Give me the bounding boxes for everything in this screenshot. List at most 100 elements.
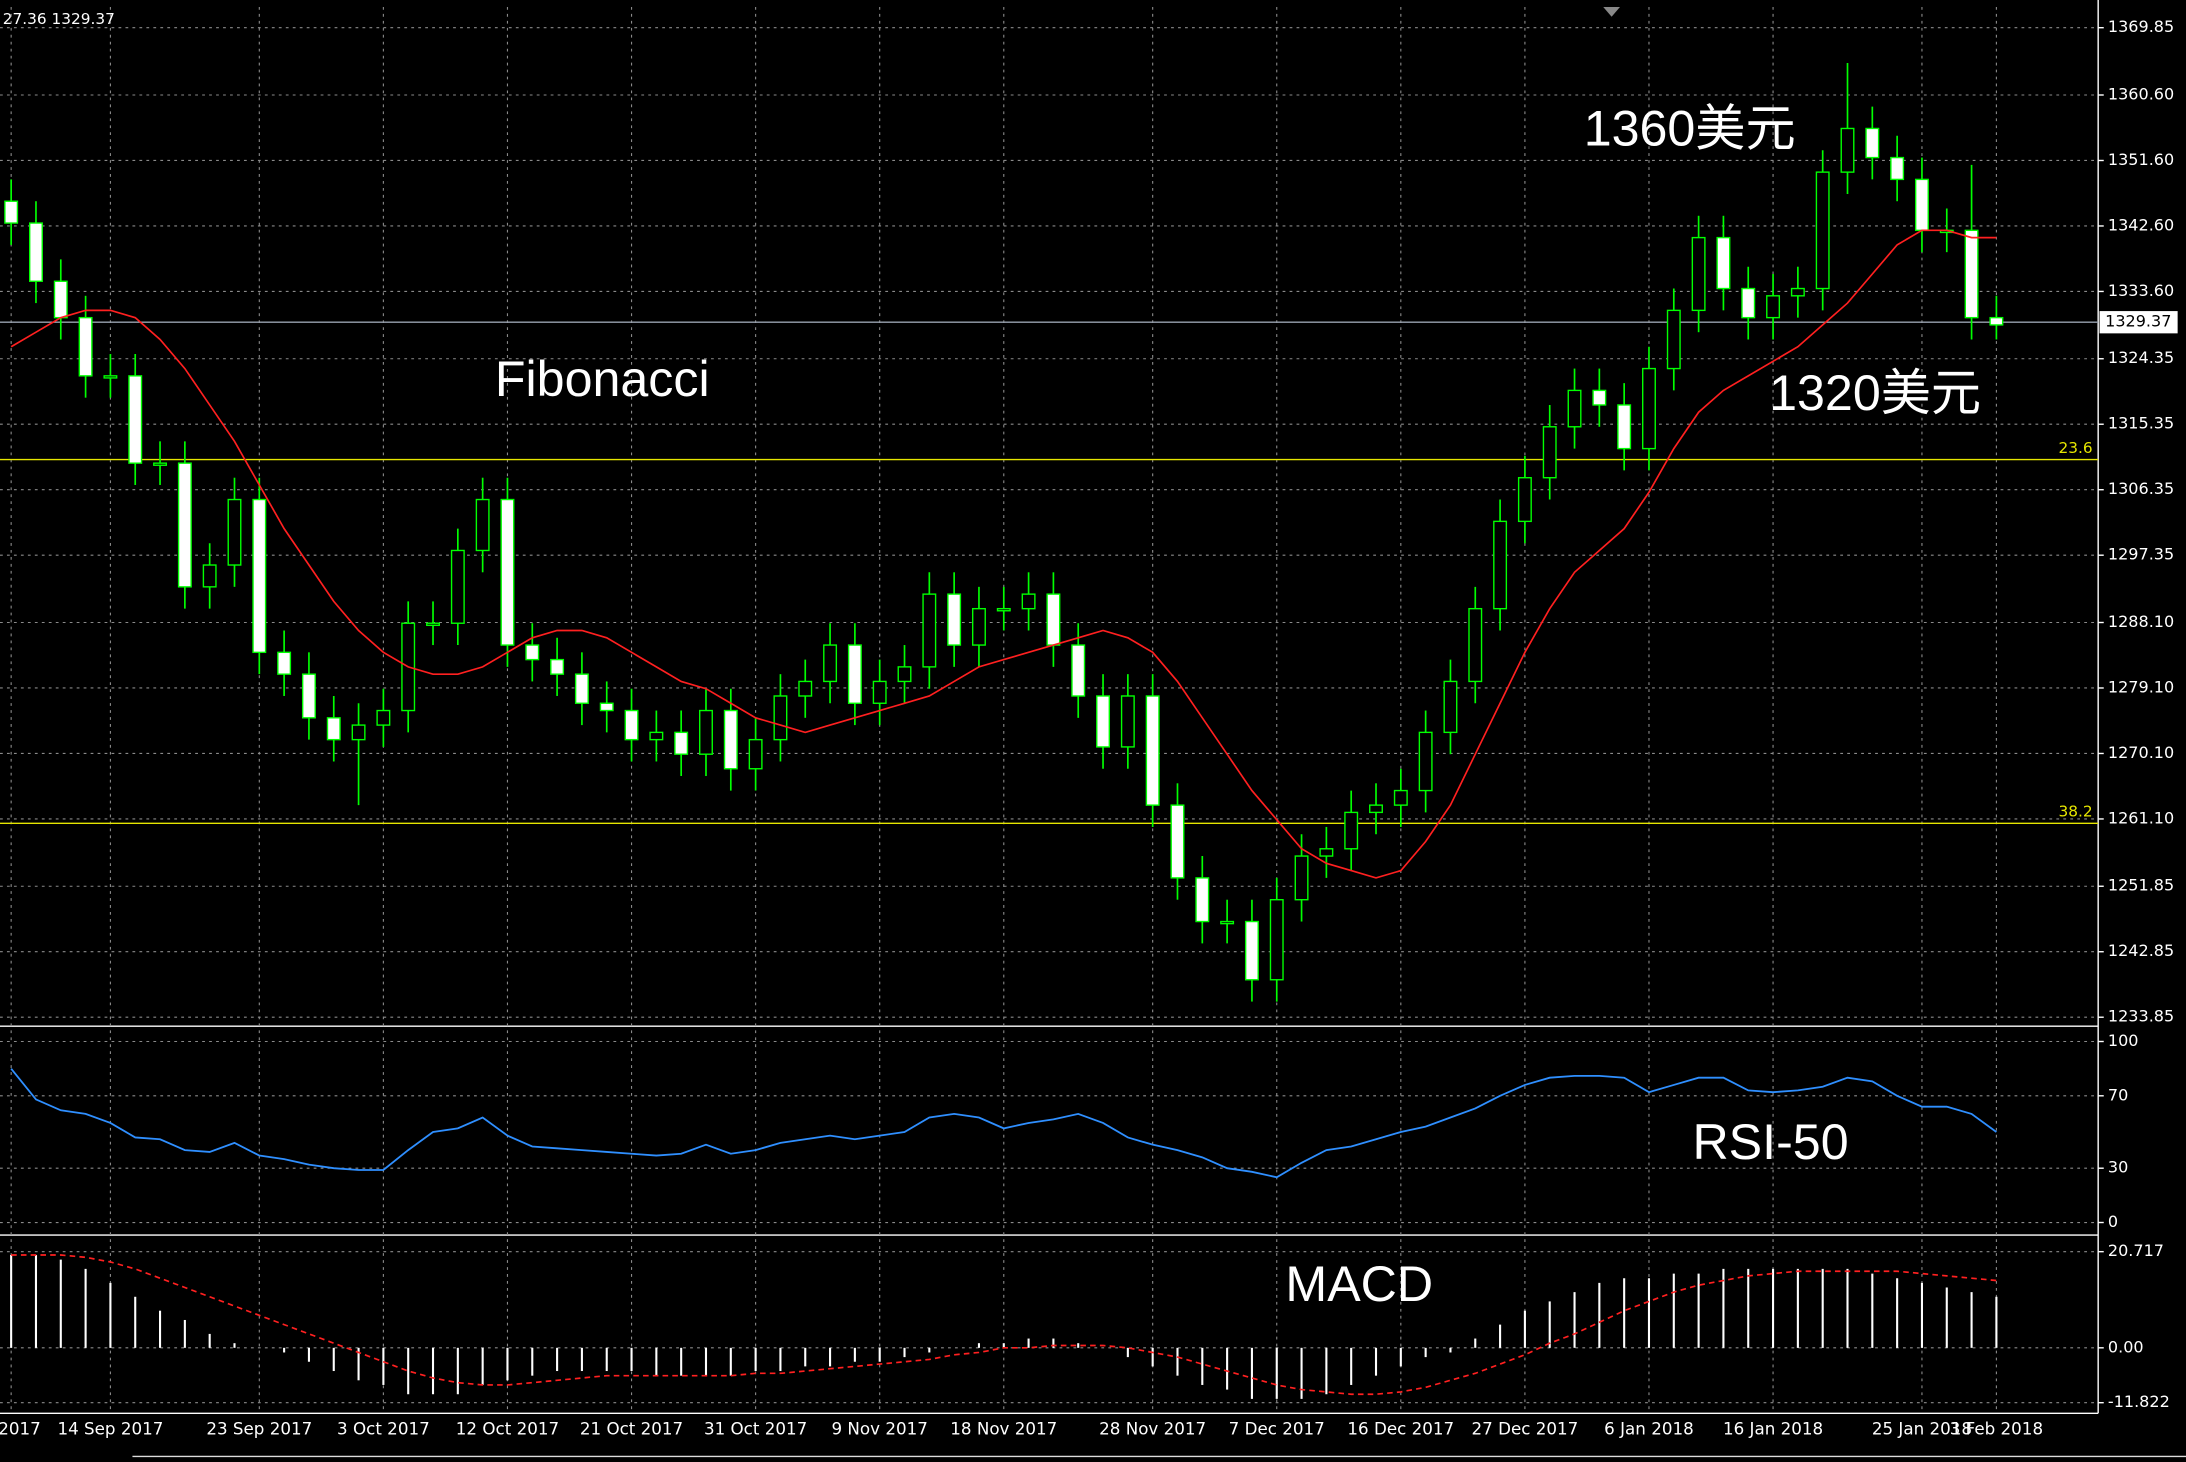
candle-body [1046,593,1061,646]
candle-body [1418,731,1433,792]
y-tick-label: 1360.60 [2108,85,2174,104]
candle-body [1517,477,1532,523]
y-tick-label: 1279.10 [2108,677,2174,696]
candle-body [897,666,912,683]
candle-body [1493,520,1508,610]
x-tick-label: 16 Dec 2017 [1347,1418,1454,1438]
candle-body [1766,295,1781,319]
x-tick-label: 3 Feb 2018 [1950,1418,2043,1438]
annotation: 1360美元 [1584,101,1796,157]
candle-body [1592,389,1607,406]
candle-body [1468,607,1483,683]
candle-body [301,673,316,719]
fib-label: 38.2 [2058,803,2092,821]
x-tick-label: 28 Nov 2017 [1099,1418,1206,1438]
candle-body [153,462,168,466]
candle-body [1840,127,1855,173]
candle-body [1319,848,1334,857]
candle-body [1220,920,1235,925]
y-tick-label: 1233.85 [2108,1007,2174,1026]
x-tick-label: 21 Oct 2017 [580,1418,683,1438]
y-tick-label: 1270.10 [2108,743,2174,762]
candle-body [847,644,862,704]
x-tick-label: 6 Jan 2018 [1604,1418,1694,1438]
candle-body [1294,855,1309,901]
candle-body [996,607,1011,612]
candle-body [28,222,43,282]
candle-body [1244,920,1259,981]
current-price-label: 1329.37 [2105,312,2171,331]
candle-body [574,673,589,704]
candle-body [798,680,813,697]
candle-body [450,549,465,624]
x-tick-label: 2017 [0,1418,41,1438]
y-tick-label: 1351.60 [2108,150,2174,169]
x-tick-label: 31 Oct 2017 [704,1418,807,1438]
candle-body [1393,789,1408,806]
candle-body [922,593,937,668]
candle-body [1170,804,1185,879]
candle-body [1567,389,1582,428]
x-tick-label: 16 Jan 2018 [1723,1418,1823,1438]
candle-body [1443,680,1458,734]
candle-body [128,375,143,464]
signal-line [11,1254,1997,1396]
x-tick-label: 7 Dec 2017 [1229,1418,1325,1438]
annotation: 1320美元 [1769,365,1981,421]
current-price-box [2099,311,2178,334]
annotation: Fibonacci [495,351,710,407]
candle-body [773,695,788,741]
header-quote: 27.36 1329.37 [3,10,115,28]
fib-label: 23.6 [2058,439,2092,457]
y-tick-label: 1297.35 [2108,545,2174,564]
candle-body [426,622,440,627]
candle-body [1021,593,1036,610]
candle-body [1071,644,1086,697]
y-tick-label: 0 [2108,1212,2118,1231]
candle-body [947,593,962,646]
y-tick-label: 1261.10 [2108,808,2174,827]
y-tick-label: 0.00 [2108,1337,2144,1356]
candle-body [103,375,118,379]
y-tick-label: 100 [2108,1031,2139,1050]
y-tick-label: 1251.85 [2108,876,2174,895]
candle-body [500,498,515,646]
candle-body [1269,899,1284,981]
y-tick-label: 1288.10 [2108,612,2174,631]
x-tick-label: 18 Nov 2017 [950,1418,1057,1438]
x-tick-label: 14 Sep 2017 [57,1418,163,1438]
candle-body [1542,426,1557,479]
y-tick-label: 1242.85 [2108,941,2174,960]
candle-body [1964,229,1979,319]
candle-body [1344,811,1359,850]
candle-body [1989,316,2004,326]
candle-body [177,462,192,588]
candle-body [4,200,19,224]
candle-body [823,644,838,683]
candle-body [1642,367,1656,450]
candle-body [1741,287,1756,319]
candle-body [78,316,93,377]
candle-body [351,724,366,741]
candle-body [674,731,689,755]
candle-body [550,658,565,675]
candle-body [649,731,664,741]
shift-marker [1603,6,1620,17]
candle-body [971,607,986,646]
candle-body [1716,236,1731,290]
indicator-title: MACD [1285,1256,1433,1312]
candle-body [525,644,540,661]
y-tick-label: 1306.35 [2108,479,2174,498]
candle-body [252,498,267,654]
candle-body [1815,171,1830,290]
candle-body [599,702,614,712]
y-tick-label: 70 [2108,1085,2128,1104]
y-tick-label: 1333.60 [2108,281,2174,300]
y-tick-label: 30 [2108,1158,2128,1177]
candle-body [1790,287,1805,297]
candle-body [1096,695,1111,748]
x-tick-label: 25 Jan 2018 [1872,1418,1972,1438]
candle-body [1890,156,1905,181]
candle-body [1666,309,1681,370]
